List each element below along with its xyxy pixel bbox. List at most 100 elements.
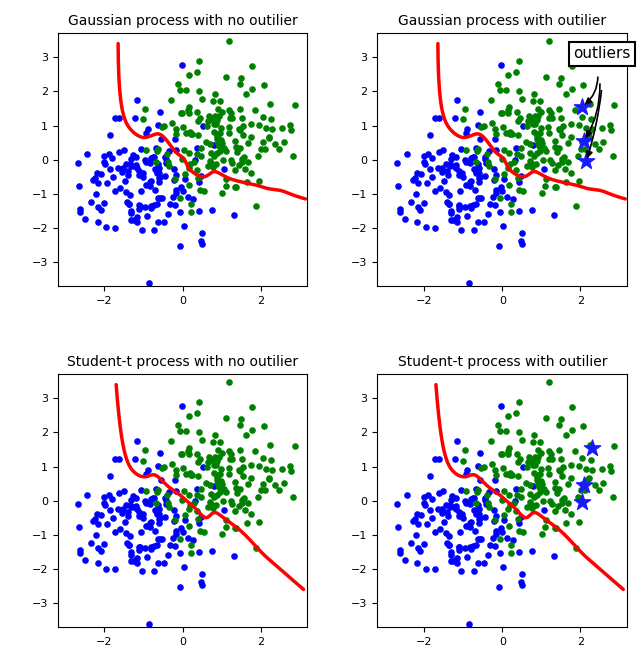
Point [192, 149, 202, 159]
Point [182, 191, 193, 202]
Point [186, 198, 196, 209]
Point [529, 492, 539, 502]
Point [557, 120, 568, 131]
Point [470, 484, 481, 494]
Point [215, 487, 225, 498]
Point [141, 128, 151, 139]
Point [470, 143, 481, 153]
Point [202, 121, 212, 131]
Point [529, 89, 540, 99]
Point [230, 165, 241, 175]
Point [86, 538, 96, 548]
Point [539, 484, 549, 494]
Point [479, 462, 489, 472]
Point [587, 464, 597, 475]
Point [166, 117, 177, 128]
Point [130, 113, 140, 123]
Point [419, 197, 429, 208]
Point [393, 522, 403, 532]
Point [443, 511, 453, 522]
Point [246, 61, 257, 71]
Point [525, 480, 535, 490]
Point [192, 490, 202, 501]
Point [505, 499, 515, 510]
Point [218, 155, 228, 165]
Point [495, 548, 505, 559]
Point [196, 143, 206, 154]
Point [512, 490, 522, 501]
Point [151, 165, 161, 175]
Point [444, 199, 454, 209]
Point [131, 493, 141, 504]
Point [445, 154, 456, 165]
Point [488, 174, 499, 185]
Point [532, 472, 542, 482]
Point [472, 145, 483, 156]
Point [516, 492, 526, 502]
Point [471, 506, 481, 516]
Point [99, 538, 109, 549]
Point [448, 556, 458, 567]
Point [171, 128, 181, 139]
Point [458, 114, 468, 125]
Point [451, 558, 461, 568]
Point [145, 518, 156, 528]
Point [163, 157, 173, 167]
Point [140, 445, 150, 456]
Point [466, 153, 476, 163]
Point [536, 134, 546, 145]
Point [444, 198, 454, 209]
Point [153, 558, 163, 568]
Point [124, 199, 134, 209]
Point [535, 146, 545, 157]
Point [264, 474, 274, 484]
Point [156, 475, 166, 486]
Point [234, 484, 244, 495]
Point [126, 556, 136, 566]
Point [516, 576, 526, 587]
Point [192, 448, 202, 459]
Point [110, 454, 120, 464]
Point [527, 205, 538, 215]
Point [578, 421, 588, 432]
Point [475, 193, 485, 204]
Point [474, 518, 484, 528]
Point [465, 522, 475, 532]
Point [181, 426, 191, 437]
Point [605, 120, 615, 131]
Point [484, 487, 494, 498]
Point [179, 173, 189, 184]
Point [171, 526, 181, 537]
Point [150, 526, 161, 536]
Point [114, 147, 124, 157]
Point [145, 200, 156, 211]
Point [461, 552, 472, 563]
Point [212, 456, 222, 467]
Point [573, 120, 584, 131]
Point [511, 165, 522, 176]
Point [138, 114, 148, 125]
Point [170, 199, 180, 210]
Point [531, 460, 541, 470]
Point [209, 151, 219, 161]
Point [118, 504, 128, 514]
Point [547, 113, 557, 123]
Point [131, 160, 141, 171]
Point [131, 504, 141, 514]
Point [476, 133, 486, 144]
Point [472, 558, 483, 568]
Point [518, 527, 529, 538]
Point [120, 175, 130, 186]
Point [156, 193, 166, 203]
Point [557, 471, 568, 482]
Point [209, 460, 219, 470]
Point [191, 408, 202, 418]
Point [423, 149, 433, 159]
Point [497, 153, 507, 164]
Point [438, 486, 449, 497]
Point [513, 173, 523, 183]
Point [207, 500, 217, 510]
Point [237, 130, 248, 141]
Point [486, 95, 496, 105]
Point [113, 504, 123, 514]
